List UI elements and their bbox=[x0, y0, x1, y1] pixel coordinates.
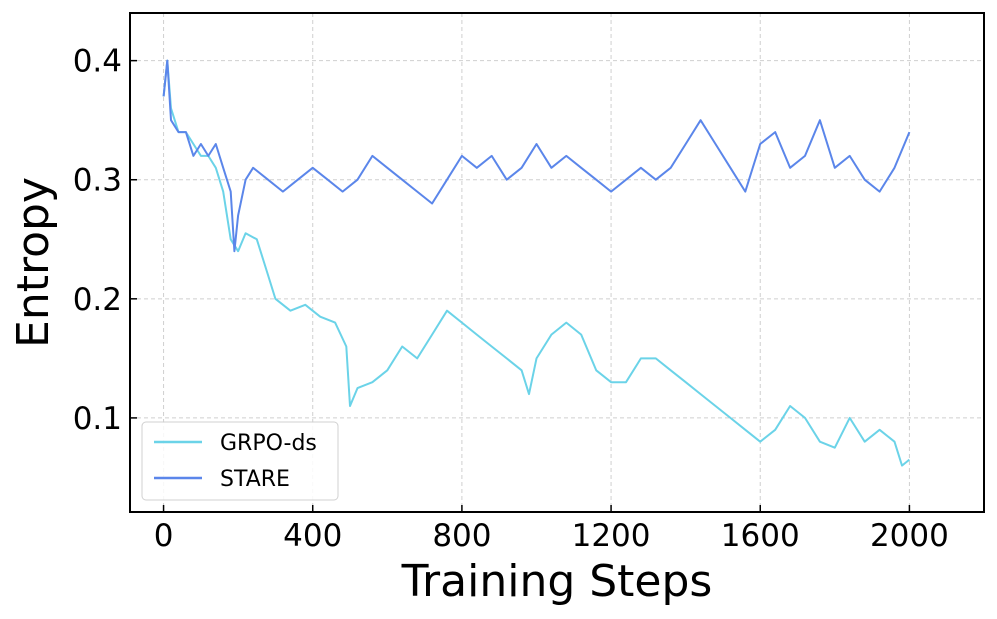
y-axis-label: Entropy bbox=[8, 177, 59, 348]
x-tick-label: 1600 bbox=[721, 518, 800, 554]
legend-label: STARE bbox=[220, 467, 290, 492]
x-tick-label: 400 bbox=[283, 518, 342, 554]
y-tick-label: 0.1 bbox=[73, 401, 122, 437]
legend: GRPO-ds STARE bbox=[141, 421, 339, 501]
y-tick-label: 0.4 bbox=[73, 44, 122, 80]
series-group bbox=[162, 59, 911, 467]
legend-label: GRPO-ds bbox=[220, 431, 317, 456]
x-tick-label: 1200 bbox=[572, 518, 651, 554]
x-tick-label: 0 bbox=[154, 518, 174, 554]
y-tick-label: 0.2 bbox=[73, 282, 122, 318]
series-line-stare bbox=[162, 59, 911, 253]
axis-ticks: 0 400 800 1200 1600 2000 0.1 0.2 0.3 0.4 bbox=[73, 44, 949, 554]
plot-frame bbox=[129, 12, 985, 513]
x-tick-label: 2000 bbox=[870, 518, 949, 554]
x-tick-label: 800 bbox=[432, 518, 491, 554]
x-axis-label: Training Steps bbox=[401, 556, 713, 607]
y-tick-label: 0.3 bbox=[73, 163, 122, 199]
series-line-grpo-ds bbox=[162, 59, 911, 467]
